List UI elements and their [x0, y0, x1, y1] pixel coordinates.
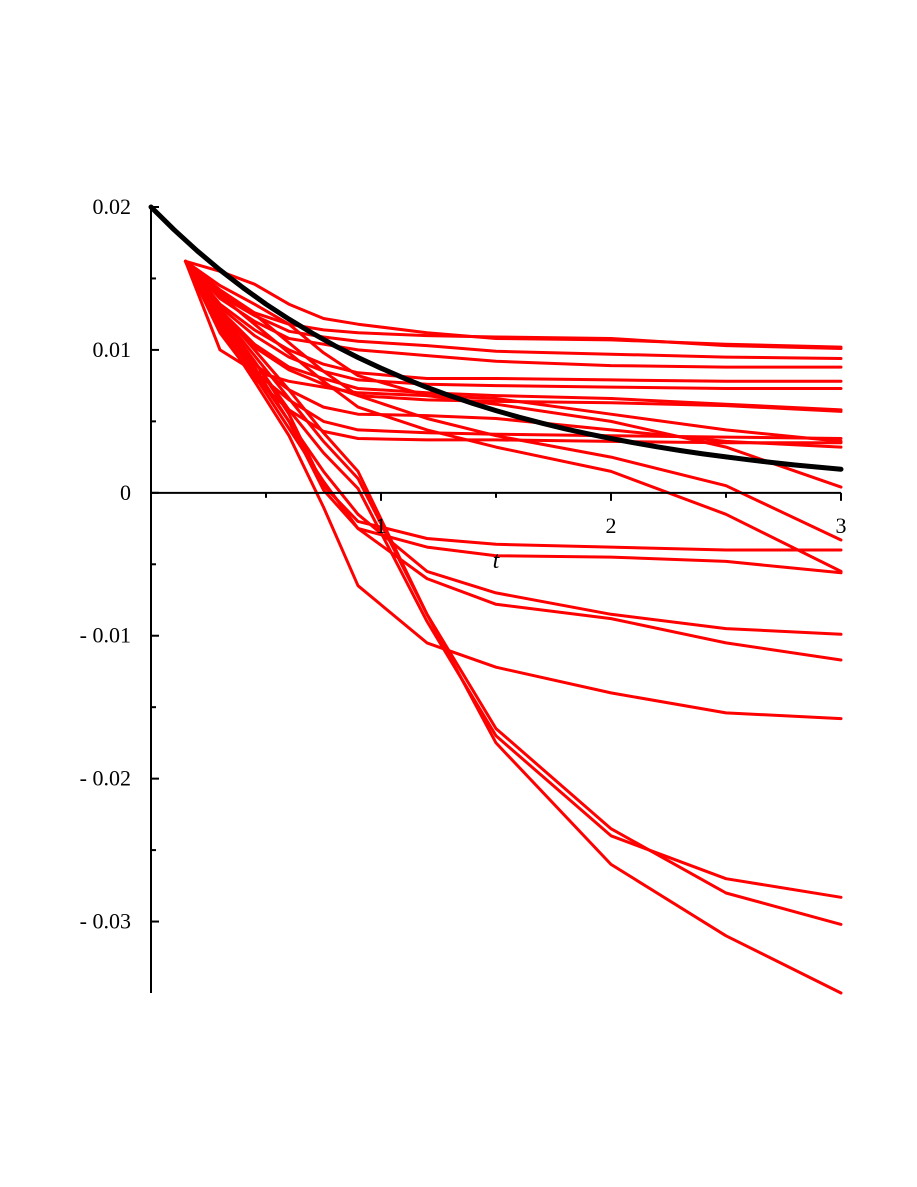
series-line-23: [184, 259, 843, 995]
series-line-2: [184, 259, 843, 350]
y-tick-label: - 0.01: [80, 623, 131, 648]
y-tick-label: - 0.02: [80, 766, 131, 791]
simulated-paths: [184, 259, 843, 995]
series-line-7: [184, 259, 843, 412]
y-tick-label: 0.01: [93, 337, 132, 362]
x-tick-label: 2: [606, 513, 617, 538]
series-line-13: [184, 259, 843, 489]
series-line-6: [184, 259, 843, 390]
series-line-15: [184, 259, 843, 573]
series-line-19: [184, 259, 843, 662]
reference-curve-group: [148, 204, 844, 472]
x-axis-title: t: [493, 548, 501, 574]
reference-curve: [148, 204, 844, 472]
series-line-22: [184, 259, 843, 926]
y-tick-label: 0: [120, 480, 131, 505]
series-line-3: [184, 259, 843, 360]
series-line-20: [184, 259, 843, 721]
series-line-14: [184, 259, 843, 542]
y-tick-label: 0.02: [93, 194, 132, 219]
series-line-5: [184, 259, 843, 383]
series-line-1: [184, 259, 843, 349]
y-tick-label: - 0.03: [80, 909, 131, 934]
series-line-18: [184, 259, 843, 636]
x-tick-label: 1: [376, 513, 387, 538]
x-tick-label: 3: [836, 513, 847, 538]
axes: 1 2 3 0.02 0.01 0 - 0.01 - 0.02 - 0.03 t: [80, 194, 847, 993]
